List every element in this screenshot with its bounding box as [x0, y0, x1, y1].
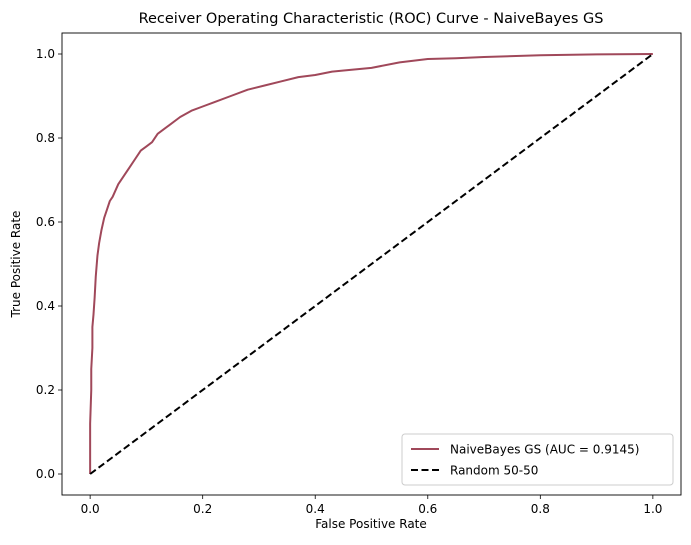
- x-tick-label: 0.0: [81, 502, 100, 516]
- y-tick-label: 0.2: [36, 383, 55, 397]
- roc-curve-line: [89, 53, 653, 474]
- x-tick-label: 0.2: [193, 502, 212, 516]
- y-tick-label: 0.8: [36, 131, 55, 145]
- x-tick-label: 0.8: [531, 502, 550, 516]
- x-tick-label: 1.0: [643, 502, 662, 516]
- plot-area: [61, 32, 682, 496]
- y-tick-label: 0.4: [36, 299, 55, 313]
- legend-label-naivebayes: NaiveBayes GS (AUC = 0.9145): [450, 443, 639, 457]
- series-lines: [89, 53, 654, 475]
- x-axis: 0.0 0.2 0.4 0.6 0.8 1.0: [81, 495, 662, 516]
- y-tick-label: 1.0: [36, 47, 55, 61]
- y-axis-label: True Positive Rate: [9, 211, 23, 319]
- y-tick-label: 0.6: [36, 215, 55, 229]
- x-tick-label: 0.4: [306, 502, 325, 516]
- x-axis-label: False Positive Rate: [315, 517, 427, 531]
- legend: NaiveBayes GS (AUC = 0.9145) Random 50-5…: [401, 433, 674, 486]
- chart-title: Receiver Operating Characteristic (ROC) …: [139, 11, 604, 27]
- random-baseline-line: [89, 53, 654, 475]
- y-axis: 0.0 0.2 0.4 0.6 0.8 1.0: [36, 47, 62, 481]
- x-tick-label: 0.6: [418, 502, 437, 516]
- legend-label-random: Random 50-50: [450, 464, 538, 478]
- legend-box: [401, 433, 674, 486]
- y-tick-label: 0.0: [36, 467, 55, 481]
